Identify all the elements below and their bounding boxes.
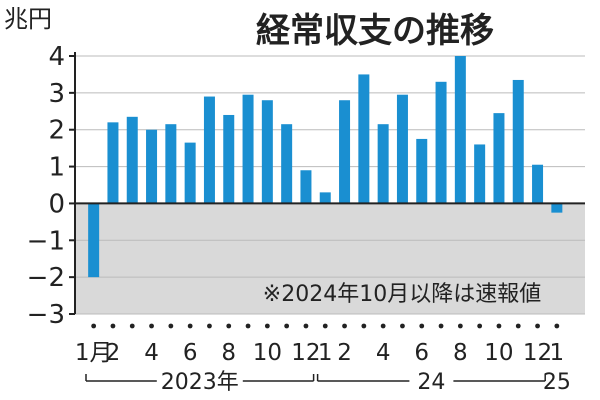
- x-tick-label: 2: [106, 340, 121, 366]
- bar-2024-12: [532, 164, 544, 204]
- x-dot: [380, 323, 386, 329]
- bar-2024-06: [416, 138, 428, 204]
- x-dot: [284, 323, 290, 329]
- bar-2023-04: [146, 129, 158, 204]
- x-dot: [245, 323, 251, 329]
- bar-2024-05: [396, 94, 408, 204]
- x-dot: [149, 323, 154, 329]
- x-dot: [303, 323, 309, 329]
- year-group-label: 25: [543, 370, 571, 395]
- x-dot: [264, 323, 270, 329]
- y-tick-label: −2: [27, 263, 65, 293]
- x-tick-label: 1: [550, 340, 565, 366]
- bar-2023-07: [203, 96, 215, 204]
- bar-2024-10: [493, 113, 505, 204]
- x-tick-label: 12: [523, 340, 552, 366]
- x-dot: [226, 323, 232, 329]
- bar-2024-01: [319, 192, 331, 204]
- bar-2023-02: [107, 122, 119, 204]
- bar-2023-09: [242, 94, 254, 204]
- x-dot: [419, 323, 425, 329]
- x-dot: [400, 323, 405, 329]
- bar-2024-02: [339, 100, 351, 204]
- x-dot: [554, 323, 560, 329]
- x-dot: [110, 323, 116, 329]
- chart-title: 経常収支の推移: [256, 11, 494, 51]
- bar-2023-06: [184, 142, 196, 204]
- bar-2023-03: [126, 116, 138, 204]
- x-dot: [535, 323, 540, 329]
- x-tick-label: 1: [318, 340, 333, 366]
- year-group-label: 24: [417, 370, 445, 395]
- y-tick-label: 3: [48, 79, 65, 109]
- y-tick-label: −1: [27, 226, 65, 256]
- x-dot: [91, 323, 97, 329]
- x-tick-label: 4: [376, 340, 391, 366]
- bar-2023-05: [165, 124, 177, 204]
- bar-2023-08: [223, 114, 235, 204]
- bar-2025-01: [551, 203, 563, 213]
- x-tick-label: 10: [484, 340, 513, 366]
- unit-label: 兆円: [4, 5, 52, 33]
- year-group-label: 2023年: [161, 370, 239, 395]
- bars: [88, 56, 563, 278]
- x-tick-label: 10: [253, 340, 282, 366]
- x-tick-dots: [91, 323, 560, 329]
- x-dot: [457, 323, 463, 329]
- bar-2024-04: [377, 124, 389, 204]
- x-dot: [187, 323, 193, 329]
- y-tick-label: 4: [48, 42, 65, 72]
- bar-2024-09: [474, 144, 486, 204]
- bar-2024-08: [454, 56, 466, 204]
- x-dot: [515, 323, 521, 329]
- year-groups: 2023年 24 25: [85, 370, 571, 395]
- negative-region: [75, 203, 585, 314]
- x-dot: [438, 323, 444, 329]
- x-dot: [168, 323, 174, 329]
- x-dot: [477, 323, 483, 329]
- x-tick-label: 6: [414, 340, 429, 366]
- x-dot: [207, 323, 212, 329]
- bar-2024-07: [435, 81, 447, 204]
- note: ※2024年10月以降は速報値: [263, 282, 541, 307]
- x-tick-label: 6: [183, 340, 198, 366]
- bar-2023-01: [88, 203, 100, 278]
- y-tick-label: 2: [48, 116, 65, 146]
- y-tick-label: −3: [27, 300, 65, 330]
- x-dot: [496, 323, 502, 329]
- bar-2023-12: [300, 170, 312, 204]
- y-tick-labels: 4 3 2 1 0 −1 −2 −3: [27, 42, 65, 330]
- bar-2024-11: [512, 79, 524, 204]
- bar-2023-11: [281, 124, 293, 204]
- y-tick-label: 0: [48, 189, 65, 219]
- bar-2024-03: [358, 74, 370, 204]
- x-dot: [322, 323, 328, 329]
- x-tick-label: 12: [291, 340, 320, 366]
- y-tick-label: 1: [48, 153, 65, 183]
- x-dot: [361, 323, 367, 329]
- x-tick-label: 1月: [75, 340, 113, 366]
- x-tick-label: 2: [337, 340, 352, 366]
- bar-2023-10: [261, 100, 273, 204]
- x-dot: [129, 323, 135, 329]
- x-tick-label: 4: [144, 340, 159, 366]
- x-dot: [342, 323, 347, 329]
- x-tick-label: 8: [453, 340, 468, 366]
- x-tick-label: 8: [221, 340, 236, 366]
- x-tick-labels: 1月2 4 6 8 10 121 2 4 6 8 10 121: [75, 340, 564, 366]
